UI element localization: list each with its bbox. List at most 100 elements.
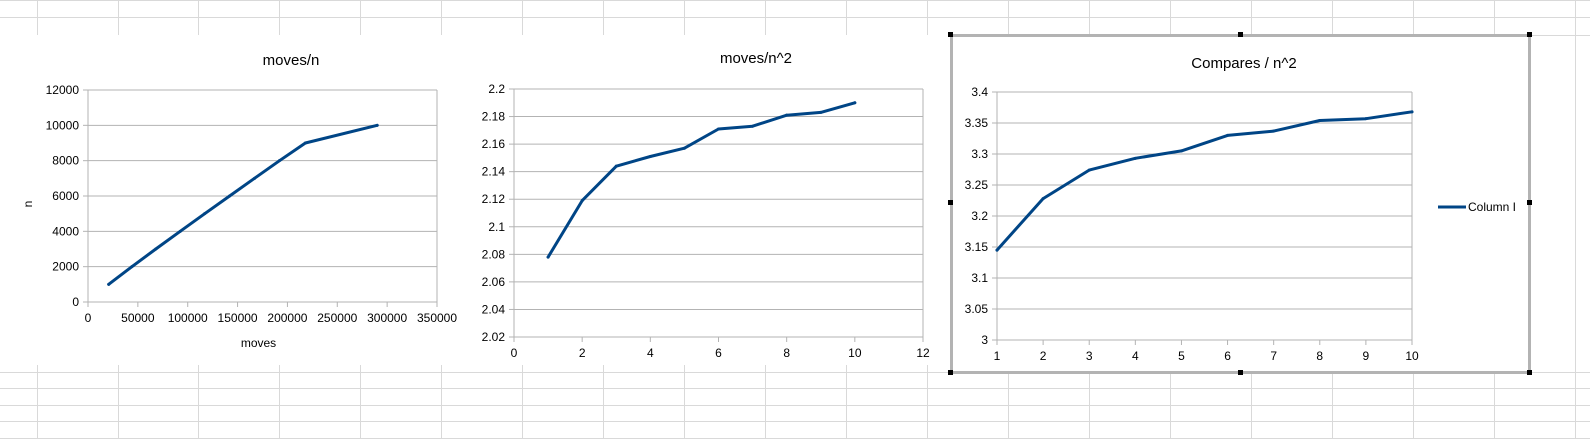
data-point: [717, 127, 720, 131]
y-tick-label: 2000: [52, 260, 79, 274]
data-point: [1133, 156, 1137, 160]
x-tick-label: 10: [1405, 349, 1419, 363]
x-tick-label: 300000: [367, 311, 407, 325]
y-tick-label: 3.15: [965, 240, 989, 254]
y-tick-label: 2.02: [482, 330, 506, 344]
x-tick-label: 0: [85, 311, 92, 325]
x-tick-label: 7: [1270, 349, 1277, 363]
selection-handle[interactable]: [948, 200, 953, 205]
selection-handle[interactable]: [948, 32, 953, 37]
data-point: [277, 159, 281, 163]
y-tick-label: 3: [981, 333, 988, 347]
data-point: [107, 282, 111, 286]
y-tick-label: 3.35: [965, 116, 989, 130]
x-tick-label: 2: [1040, 349, 1047, 363]
x-tick-label: 2: [579, 346, 586, 360]
data-point: [580, 199, 584, 203]
data-point: [614, 164, 618, 168]
data-point: [785, 113, 789, 117]
x-tick-label: 10: [848, 346, 862, 360]
y-tick-label: 10000: [46, 118, 80, 132]
series-line: [107, 123, 379, 286]
y-tick-label: 3.05: [965, 302, 989, 316]
chart-title: moves/n^2: [719, 50, 793, 67]
selection-handle[interactable]: [1527, 370, 1532, 375]
data-point: [375, 123, 379, 127]
data-point: [1226, 133, 1230, 137]
y-tick-label: 2.04: [482, 302, 506, 316]
data-point: [751, 124, 755, 128]
y-tick-label: 2.12: [482, 192, 506, 206]
y-tick-label: 2.1: [488, 220, 505, 234]
x-tick-label: 200000: [267, 311, 307, 325]
x-tick-label: 8: [783, 346, 790, 360]
chart-compares-per-n-squared[interactable]: Compares / n^2 3 3.05 3.1 3.15 3.2 3.25 3.3 3.3…: [950, 34, 1531, 374]
y-tick-label: 2.18: [482, 110, 506, 124]
data-point: [1179, 149, 1183, 153]
x-tick-label: 12: [916, 346, 930, 360]
x-tick-label: 3: [1086, 349, 1093, 363]
y-tick-label: 0: [72, 295, 79, 309]
x-tick-label: 50000: [121, 311, 155, 325]
x-tick-label: 350000: [417, 311, 457, 325]
y-tick-label: 8000: [52, 154, 79, 168]
x-tick-label: 0: [511, 346, 518, 360]
y-tick-label: 2.2: [488, 82, 505, 96]
data-point: [1041, 197, 1045, 201]
x-tick-label: 1: [994, 349, 1001, 363]
plot-area: 3 3.05 3.1 3.15 3.2 3.25 3.3 3.35 3.4 1 2 3 4 5 6 7 8 9 10…: [965, 85, 1516, 363]
chart-title: Compares / n^2: [1191, 55, 1297, 72]
chart-title: moves/n: [262, 52, 320, 69]
x-tick-label: 100000: [168, 311, 208, 325]
x-tick-label: 4: [1132, 349, 1139, 363]
data-point: [995, 248, 999, 252]
data-point: [154, 247, 158, 251]
data-point: [1272, 129, 1276, 133]
x-tick-label: 5: [1178, 349, 1185, 363]
data-point: [1364, 117, 1368, 121]
x-tick-label: 6: [1224, 349, 1231, 363]
series-line: [995, 110, 1414, 252]
x-axis-label: moves: [241, 336, 276, 350]
x-tick-label: 6: [715, 346, 722, 360]
selection-handle[interactable]: [948, 370, 953, 375]
y-tick-label: 3.4: [971, 85, 988, 99]
y-tick-label: 12000: [46, 83, 80, 97]
selection-handle[interactable]: [1238, 32, 1243, 37]
x-tick-label: 4: [647, 346, 654, 360]
data-point: [303, 141, 307, 145]
plot-area: 2.02 2.04 2.06 2.08 2.1 2.12 2.14 2.16 2.18 2.2 0 2…: [482, 82, 930, 360]
data-point: [819, 110, 823, 114]
y-tick-label: 2.06: [482, 275, 506, 289]
series-line: [546, 101, 857, 259]
data-point: [253, 176, 257, 180]
data-point: [853, 101, 857, 105]
x-tick-label: 8: [1316, 349, 1323, 363]
data-point: [203, 212, 207, 216]
data-point: [1410, 110, 1414, 114]
data-point: [682, 146, 686, 150]
data-point: [1087, 168, 1091, 172]
chart-moves-per-n-squared[interactable]: moves/n^2 2.02 2.04 2.06 2.08 2.1 2.12 2.14 2.1…: [470, 35, 950, 365]
selection-handle[interactable]: [1527, 32, 1532, 37]
x-tick-label: 9: [1363, 349, 1370, 363]
data-point: [228, 194, 232, 198]
selection-handle[interactable]: [1527, 200, 1532, 205]
data-point: [1318, 119, 1322, 123]
y-tick-label: 6000: [52, 189, 79, 203]
data-point: [546, 255, 550, 259]
y-axis-label: n: [21, 201, 35, 208]
x-tick-label: 150000: [218, 311, 258, 325]
x-tick-label: 250000: [317, 311, 357, 325]
y-tick-label: 3.3: [971, 147, 988, 161]
y-tick-label: 2.08: [482, 247, 506, 261]
plot-area: 0 2000 4000 6000 8000 10000 12000 0 50000 100000 1…: [21, 83, 457, 350]
y-tick-label: 2.16: [482, 137, 506, 151]
y-tick-label: 3.25: [965, 178, 989, 192]
selection-handle[interactable]: [1238, 370, 1243, 375]
data-point: [648, 155, 652, 159]
y-tick-label: 2.14: [482, 165, 506, 179]
data-point: [130, 265, 134, 269]
y-tick-label: 3.2: [971, 209, 988, 223]
chart-moves-per-n[interactable]: moves/n 0 2000 4000 6000 8000 10000 12000 0 5000…: [0, 35, 470, 365]
